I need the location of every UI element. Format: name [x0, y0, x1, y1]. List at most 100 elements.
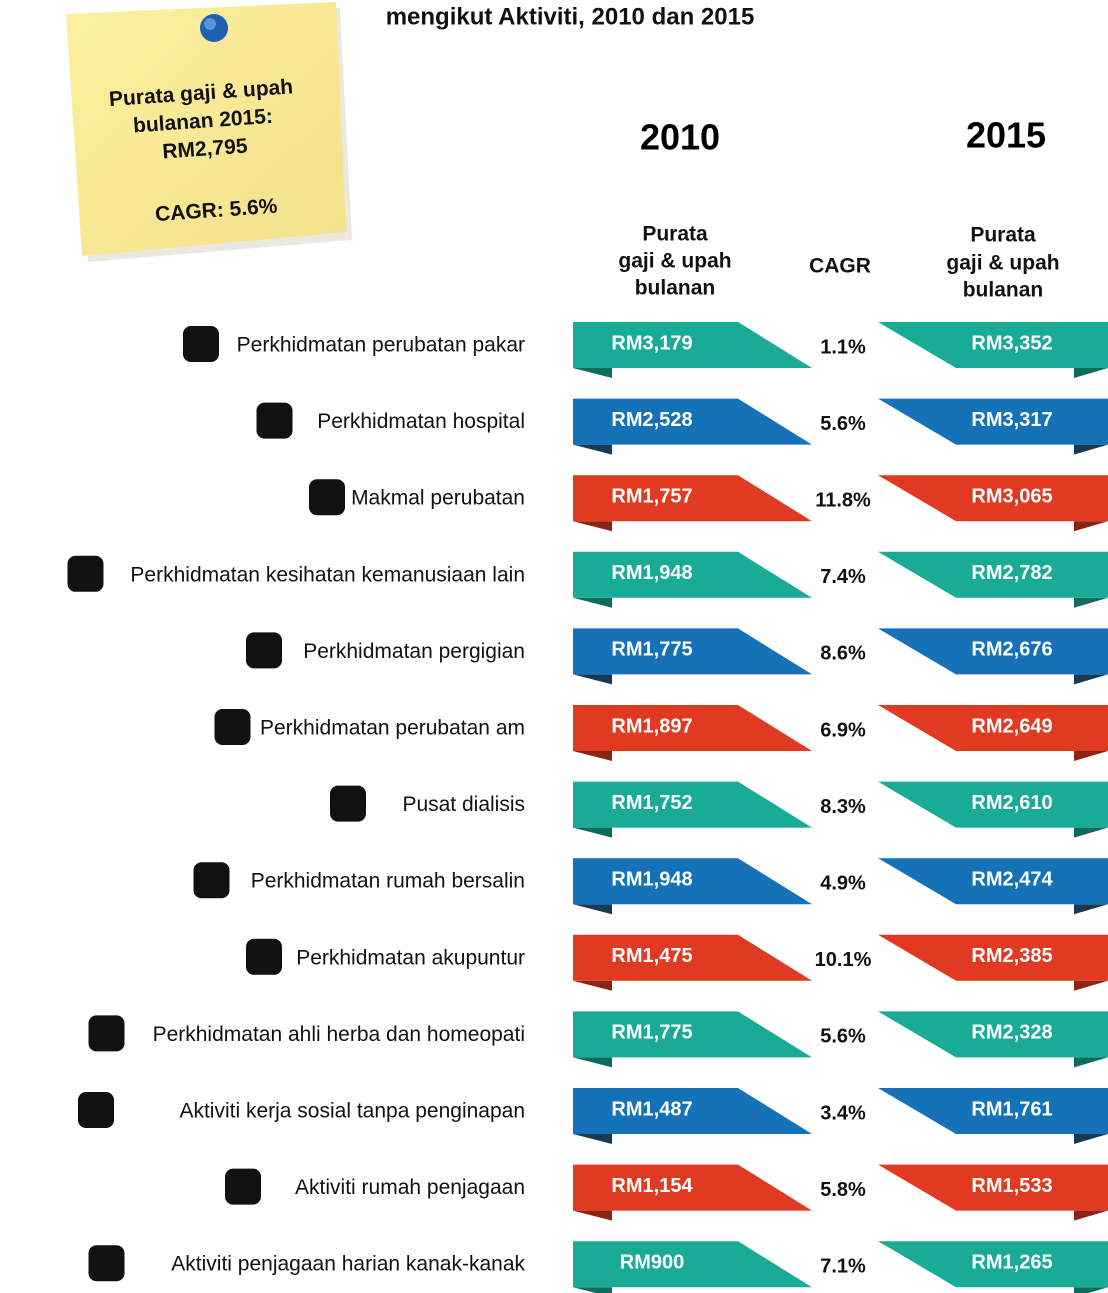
year-header: 2015 [966, 115, 1046, 156]
cagr-value: 11.8% [815, 489, 871, 511]
ribbon-fold [1074, 751, 1108, 761]
wage-2015: RM2,328 [971, 1022, 1052, 1044]
row-label: Aktiviti rumah penjagaan [295, 1176, 525, 1199]
ribbon-fold [573, 674, 612, 684]
wage-2015: RM2,676 [971, 639, 1052, 661]
ribbon-fold [573, 445, 612, 455]
ribbon-fold [573, 1287, 612, 1293]
row-label: Perkhidmatan akupuntur [296, 946, 525, 969]
row-icon [330, 786, 366, 822]
row-icon [89, 1245, 125, 1281]
row-icon [246, 939, 282, 975]
cagr-value: 7.4% [820, 566, 866, 588]
ribbon-fold [1074, 674, 1108, 684]
wage-2015: RM2,474 [971, 868, 1053, 890]
ribbon-fold [1074, 368, 1108, 378]
row-label: Perkhidmatan pergigian [303, 640, 525, 663]
row-icon [68, 556, 104, 592]
ribbon-fold [1074, 904, 1108, 914]
cagr-value: 4.9% [820, 872, 866, 894]
wage-2010: RM2,528 [611, 409, 692, 431]
cagr-value: 5.8% [820, 1179, 866, 1201]
row-icon [246, 632, 282, 668]
row-label: Perkhidmatan rumah bersalin [251, 870, 525, 893]
ribbon-fold [1074, 598, 1108, 608]
column-header: bulanan [963, 279, 1044, 302]
row-label: Perkhidmatan kesihatan kemanusiaan lain [130, 563, 525, 586]
row-icon [78, 1092, 114, 1128]
year-header: 2010 [640, 117, 720, 158]
row-label: Perkhidmatan ahli herba dan homeopati [153, 1023, 525, 1046]
row-label: Perkhidmatan perubatan pakar [237, 334, 525, 357]
ribbon-fold [1074, 1287, 1108, 1293]
wage-2015: RM2,610 [971, 792, 1052, 814]
row-label: Pusat dialisis [402, 793, 525, 816]
cagr-value: 6.9% [820, 719, 866, 741]
ribbon-fold [573, 828, 612, 838]
wage-2010: RM1,775 [611, 639, 692, 661]
ribbon-fold [573, 1057, 612, 1067]
wage-2015: RM2,782 [971, 562, 1052, 584]
row-label: Aktiviti penjagaan harian kanak-kanak [171, 1253, 525, 1276]
row-icon [309, 479, 345, 515]
ribbon-2010 [573, 1241, 812, 1287]
wage-2015: RM3,065 [971, 485, 1052, 507]
wage-2010: RM1,487 [611, 1098, 692, 1120]
wage-2010: RM1,475 [611, 945, 692, 967]
column-header: Purata [642, 223, 708, 246]
wage-2010: RM1,752 [611, 792, 692, 814]
ribbon-fold [573, 1134, 612, 1144]
cagr-value: 10.1% [815, 949, 872, 971]
row-label: Aktiviti kerja sosial tanpa penginapan [179, 1100, 525, 1123]
wage-2015: RM2,385 [971, 945, 1052, 967]
cagr-value: 8.3% [820, 796, 866, 818]
wage-2010: RM3,179 [611, 332, 692, 354]
row-icon [215, 709, 251, 745]
row-label: Makmal perubatan [351, 487, 525, 510]
row-icon [257, 403, 293, 439]
row-icon [183, 326, 219, 362]
title: mengikut Aktiviti, 2010 dan 2015 [386, 3, 755, 30]
ribbon-fold [1074, 1134, 1108, 1144]
ribbon-fold [573, 521, 612, 531]
column-header: Purata [970, 224, 1036, 247]
wage-2015: RM3,317 [971, 409, 1052, 431]
column-header: gaji & upah [618, 250, 731, 273]
row-label: Perkhidmatan hospital [317, 410, 525, 433]
wage-2015: RM1,761 [971, 1098, 1052, 1120]
wage-2010: RM1,757 [611, 485, 692, 507]
cagr-value: 5.6% [820, 413, 866, 435]
ribbon-fold [1074, 521, 1108, 531]
ribbon-fold [573, 1211, 612, 1221]
ribbon-fold [1074, 445, 1108, 455]
cagr-value: 7.1% [820, 1255, 866, 1277]
wage-2010: RM1,948 [611, 562, 692, 584]
wage-2015: RM3,352 [971, 332, 1052, 354]
wage-2015: RM1,265 [971, 1251, 1052, 1273]
wage-2010: RM1,897 [611, 715, 692, 737]
column-header: gaji & upah [946, 252, 1059, 275]
wage-2010: RM900 [620, 1251, 684, 1273]
ribbon-fold [573, 598, 612, 608]
row-icon [194, 862, 230, 898]
ribbon-fold [573, 368, 612, 378]
wage-2015: RM2,649 [971, 715, 1052, 737]
ribbon-fold [573, 981, 612, 991]
ribbon-fold [1074, 981, 1108, 991]
ribbon-fold [1074, 1057, 1108, 1067]
row-icon [89, 1015, 125, 1051]
wage-2010: RM1,948 [611, 868, 692, 890]
ribbon-fold [1074, 828, 1108, 838]
wage-2015: RM1,533 [971, 1175, 1052, 1197]
column-header: bulanan [635, 277, 716, 300]
wage-2010: RM1,775 [611, 1022, 692, 1044]
cagr-value: 1.1% [820, 336, 866, 358]
row-label: Perkhidmatan perubatan am [260, 717, 525, 740]
ribbon-fold [573, 751, 612, 761]
infographic: Purata gaji & upah bulanan 2015: RM2,795… [0, 0, 1108, 1293]
ribbon-fold [573, 904, 612, 914]
cagr-value: 5.6% [820, 1026, 866, 1048]
wage-2010: RM1,154 [611, 1175, 693, 1197]
cagr-value: 8.6% [820, 643, 866, 665]
ribbon-fold [1074, 1211, 1108, 1221]
